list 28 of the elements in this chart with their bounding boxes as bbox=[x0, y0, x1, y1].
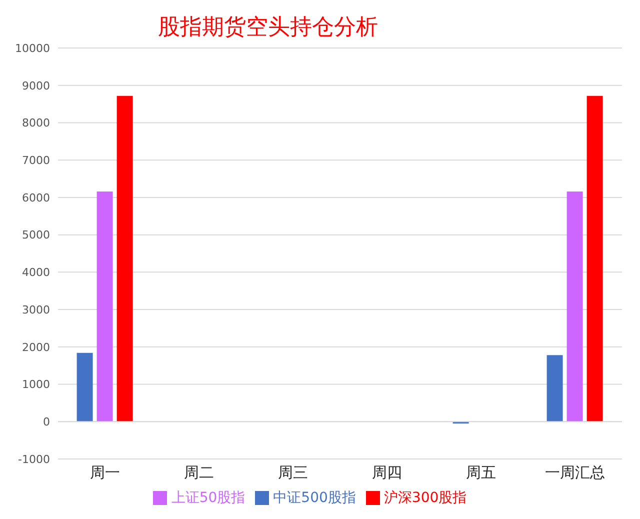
x-tick-label: 周一 bbox=[90, 464, 120, 482]
x-tick-label: 周四 bbox=[372, 464, 402, 482]
y-tick-label: 8000 bbox=[22, 116, 50, 130]
y-tick-label: 10000 bbox=[15, 42, 50, 55]
y-tick-label: 5000 bbox=[22, 228, 50, 242]
x-tick-label: 周三 bbox=[278, 464, 308, 482]
y-tick-label: 2000 bbox=[22, 340, 50, 354]
y-tick-label: 9000 bbox=[22, 79, 50, 92]
bar bbox=[116, 96, 133, 422]
bar bbox=[566, 191, 583, 422]
y-tick-label: 1000 bbox=[22, 378, 50, 392]
x-tick-label: 周五 bbox=[466, 464, 496, 482]
bar bbox=[76, 352, 93, 422]
y-tick-label: 3000 bbox=[22, 303, 50, 316]
legend-label: 中证500股指 bbox=[273, 490, 356, 506]
y-tick-label: -1000 bbox=[18, 452, 50, 466]
bar bbox=[96, 191, 113, 422]
bar bbox=[546, 355, 563, 422]
y-tick-label: 0 bbox=[43, 416, 50, 429]
y-tick-label: 6000 bbox=[22, 191, 50, 204]
y-tick-label: 4000 bbox=[22, 266, 50, 280]
y-tick-label: 7000 bbox=[22, 154, 50, 167]
chart-title: 股指期货空头持仓分析 bbox=[158, 14, 378, 42]
legend-label: 上证50股指 bbox=[171, 490, 246, 506]
bar bbox=[586, 96, 603, 422]
x-tick-label: 一周汇总 bbox=[545, 464, 605, 482]
legend-label: 沪深300股指 bbox=[384, 490, 467, 506]
x-tick-label: 周二 bbox=[184, 464, 214, 482]
